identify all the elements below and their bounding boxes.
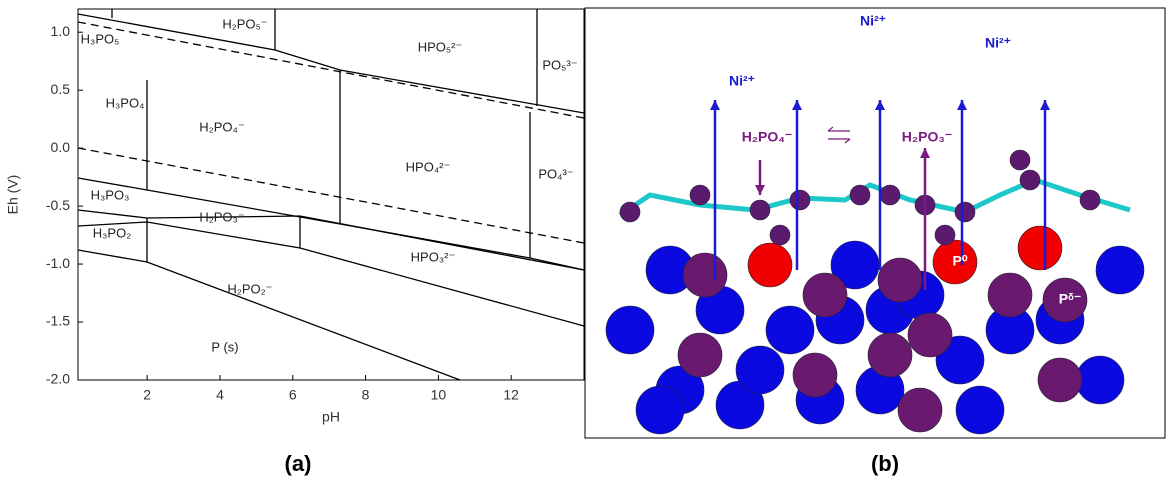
chain-atom — [934, 224, 956, 246]
species-label: H₂PO₃⁻ — [902, 129, 952, 145]
ni-flux-arrow-head — [710, 100, 720, 110]
adsorb-arrow-head — [755, 185, 765, 195]
ni-atom — [955, 385, 1005, 435]
x-tick-label: 10 — [431, 387, 447, 403]
x-tick-label: 6 — [289, 387, 297, 403]
y-tick-label: -1.0 — [46, 255, 70, 271]
p-atom — [877, 257, 923, 303]
p-atom — [682, 252, 728, 298]
boundary — [77, 209, 585, 271]
p-atom — [792, 352, 838, 398]
chain-atom — [1009, 149, 1031, 171]
chain-atom — [689, 184, 711, 206]
ion-label: Ni²⁺ — [860, 13, 886, 29]
y-tick-label: 1.0 — [51, 23, 71, 39]
x-tick-label: 4 — [216, 387, 224, 403]
ni-flux-arrow-head — [875, 100, 885, 110]
y-axis-label: Eh (V) — [5, 175, 21, 215]
atom-label: Niᵟ⁺ — [1116, 316, 1143, 332]
boundary — [77, 21, 585, 119]
x-tick-label: 12 — [503, 387, 519, 403]
chain-atom — [1019, 169, 1041, 191]
region-label: H₃PO₂ — [93, 225, 132, 240]
p-atom — [987, 272, 1033, 318]
p-atom — [897, 387, 943, 433]
ion-label: Ni²⁺ — [985, 35, 1011, 51]
x-axis-label: pH — [322, 409, 340, 425]
region-label: PO₅³⁻ — [542, 57, 577, 72]
chain-atom — [749, 199, 771, 221]
chain-atom — [849, 184, 871, 206]
region-label: P (s) — [211, 339, 238, 354]
chain-atom — [789, 189, 811, 211]
atom-label: P⁰ — [953, 253, 968, 269]
ni-atom — [1095, 245, 1145, 295]
chain-atom — [879, 184, 901, 206]
desorb-arrow-head — [920, 148, 930, 158]
plot-frame — [77, 8, 585, 381]
region-label: H₃PO₄ — [106, 95, 145, 110]
chain-atom — [954, 201, 976, 223]
boundary — [77, 221, 585, 327]
ni-atom — [765, 305, 815, 355]
region-label: HPO₃²⁻ — [411, 249, 456, 264]
region-label: H₃PO₃ — [91, 187, 130, 202]
p-atom — [677, 332, 723, 378]
region-label: H₂PO₅⁻ — [222, 16, 267, 31]
chain-atom — [619, 201, 641, 223]
ni-atom — [735, 345, 785, 395]
boundary — [77, 249, 461, 381]
species-label: H₂PO₄⁻ — [742, 129, 793, 145]
p0-atom — [1017, 225, 1063, 271]
caption: (b) — [871, 451, 899, 476]
p-atom — [1042, 277, 1088, 323]
y-tick-label: -2.0 — [46, 371, 70, 387]
region-label: H₂PO₄⁻ — [199, 119, 244, 134]
y-tick-label: 0.0 — [51, 139, 71, 155]
p-atom — [1037, 357, 1083, 403]
region-label: H₂PO₃⁻ — [199, 209, 244, 224]
region-label: HPO₄²⁻ — [406, 159, 451, 174]
chain-atom — [1079, 189, 1101, 211]
p0-atom — [932, 239, 978, 285]
region-label: H₂PO₂⁻ — [227, 281, 272, 296]
x-tick-label: 8 — [362, 387, 370, 403]
y-tick-label: -0.5 — [46, 197, 70, 213]
region-label: PO₄³⁻ — [538, 166, 573, 181]
ni-atom — [1075, 355, 1125, 405]
p-atom — [907, 312, 953, 358]
ni-atom — [635, 385, 685, 435]
boundary — [77, 13, 585, 114]
p-atom — [802, 272, 848, 318]
x-tick-label: 2 — [143, 387, 151, 403]
ion-label: Ni²⁺ — [729, 73, 755, 89]
p-atom — [867, 332, 913, 378]
region-label: HPO₅²⁻ — [418, 39, 463, 54]
ni-flux-arrow-head — [792, 100, 802, 110]
caption: (a) — [285, 451, 312, 476]
chain-atom — [769, 224, 791, 246]
region-label: H₃PO₅ — [81, 31, 120, 46]
atom-label: Pᵟ⁻ — [1059, 291, 1081, 307]
y-tick-label: -1.5 — [46, 313, 70, 329]
p0-atom — [747, 242, 793, 288]
boundary — [77, 147, 585, 244]
ni-flux-arrow-head — [1040, 100, 1050, 110]
y-tick-label: 0.5 — [51, 81, 71, 97]
ni-flux-arrow-head — [957, 100, 967, 110]
ni-atom — [605, 305, 655, 355]
equilibrium-arrows — [827, 126, 851, 144]
